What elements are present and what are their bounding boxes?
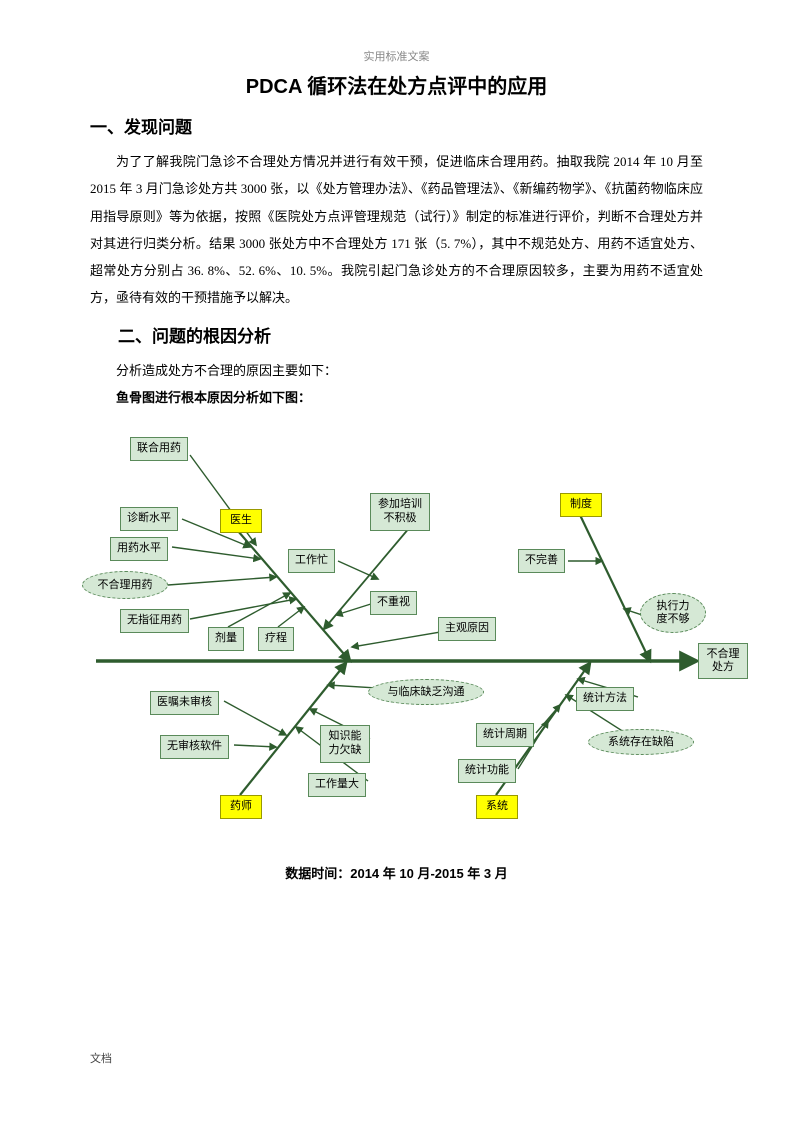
fishbone-cause: 不重视 (370, 591, 417, 615)
fishbone-cause: 统计周期 (476, 723, 534, 747)
fishbone-cause: 无指征用药 (120, 609, 189, 633)
fishbone-ellipse: 不合理用药 (82, 571, 168, 599)
fishbone-head: 不合理处方 (698, 643, 748, 679)
section2-line2: 鱼骨图进行根本原因分析如下图： (90, 384, 703, 411)
fishbone-cause: 疗程 (258, 627, 294, 651)
fishbone-cause: 不完善 (518, 549, 565, 573)
footer-text: 文档 (90, 1050, 112, 1066)
fishbone-cause: 统计方法 (576, 687, 634, 711)
fishbone-cause: 参加培训不积极 (370, 493, 430, 531)
fishbone-cause: 医嘱未审核 (150, 691, 219, 715)
fishbone-cause: 统计功能 (458, 759, 516, 783)
section1-heading: 一、发现问题 (90, 113, 703, 138)
fishbone-ellipse: 与临床缺乏沟通 (368, 679, 484, 705)
fishbone-cause: 联合用药 (130, 437, 188, 461)
fishbone-cause: 诊断水平 (120, 507, 178, 531)
fishbone-category-pharmacist: 药师 (220, 795, 262, 819)
data-time-line: 数据时间：2014 年 10 月-2015 年 3 月 (90, 863, 703, 882)
fishbone-diagram: 不合理处方 医生 制度 药师 系统 联合用药 诊断水平 用药水平 无指征用药 剂… (90, 419, 750, 839)
section2-line1: 分析造成处方不合理的原因主要如下： (90, 357, 703, 384)
fishbone-ellipse: 系统存在缺陷 (588, 729, 694, 755)
header-small: 实用标准文案 (90, 48, 703, 64)
fishbone-category-doctor: 医生 (220, 509, 262, 533)
document-page: 实用标准文案 PDCA 循环法在处方点评中的应用 一、发现问题 为了了解我院门急… (0, 0, 793, 922)
fishbone-cause: 工作量大 (308, 773, 366, 797)
fishbone-ellipse: 执行力度不够 (640, 593, 706, 633)
fishbone-cause: 工作忙 (288, 549, 335, 573)
fishbone-cause: 主观原因 (438, 617, 496, 641)
page-title: PDCA 循环法在处方点评中的应用 (90, 70, 703, 99)
section1-body: 为了了解我院门急诊不合理处方情况并进行有效干预，促进临床合理用药。抽取我院 20… (90, 148, 703, 312)
fishbone-cause: 无审核软件 (160, 735, 229, 759)
section2-heading: 二、问题的根因分析 (118, 322, 703, 347)
fishbone-lines (90, 419, 750, 839)
fishbone-cause: 剂量 (208, 627, 244, 651)
fishbone-cause: 知识能力欠缺 (320, 725, 370, 763)
fishbone-category-rule: 制度 (560, 493, 602, 517)
fishbone-cause: 用药水平 (110, 537, 168, 561)
fishbone-category-system: 系统 (476, 795, 518, 819)
